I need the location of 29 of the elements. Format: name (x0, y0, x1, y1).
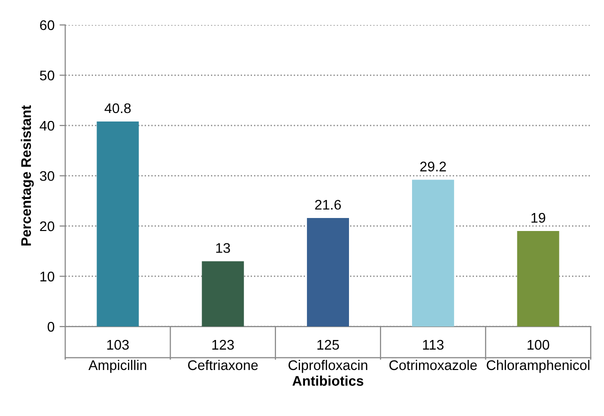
text: 125 (317, 340, 339, 350)
y-tick-label: 20 (40, 221, 54, 232)
bar (412, 180, 454, 327)
y-tick-label: 40 (40, 120, 54, 131)
text: 123 (212, 340, 234, 350)
bar (202, 261, 244, 327)
text: 113 (423, 340, 444, 350)
y-tick-label: 30 (40, 171, 54, 181)
data-label: 40.8 (104, 103, 131, 114)
data-label: 13 (216, 243, 230, 253)
data-label: 19 (532, 212, 546, 223)
y-tick-label: 10 (40, 272, 54, 282)
y-tick-label: 50 (40, 70, 54, 80)
bar (96, 121, 139, 327)
text: 103 (107, 340, 129, 350)
x-tick-label: Chloramphenicol (486, 360, 590, 373)
x-tick-label: Ampicillin (88, 360, 146, 373)
x-tick-label: Ciprofloxacin (288, 360, 368, 373)
y-tick-label: 0 (48, 322, 54, 332)
y-axis-title: Percentage Resistant (20, 105, 34, 246)
x-axis-title: Antibiotics (292, 376, 364, 386)
bar (306, 218, 349, 327)
y-tick-label: 60 (40, 20, 54, 30)
bar (517, 231, 560, 327)
data-label: 29.2 (420, 162, 446, 172)
x-tick-label: Cotrimoxazole (389, 360, 477, 370)
data-label: 21.6 (315, 200, 341, 210)
text: 100 (528, 340, 550, 350)
x-tick-label: Ceftriaxone (188, 360, 258, 370)
